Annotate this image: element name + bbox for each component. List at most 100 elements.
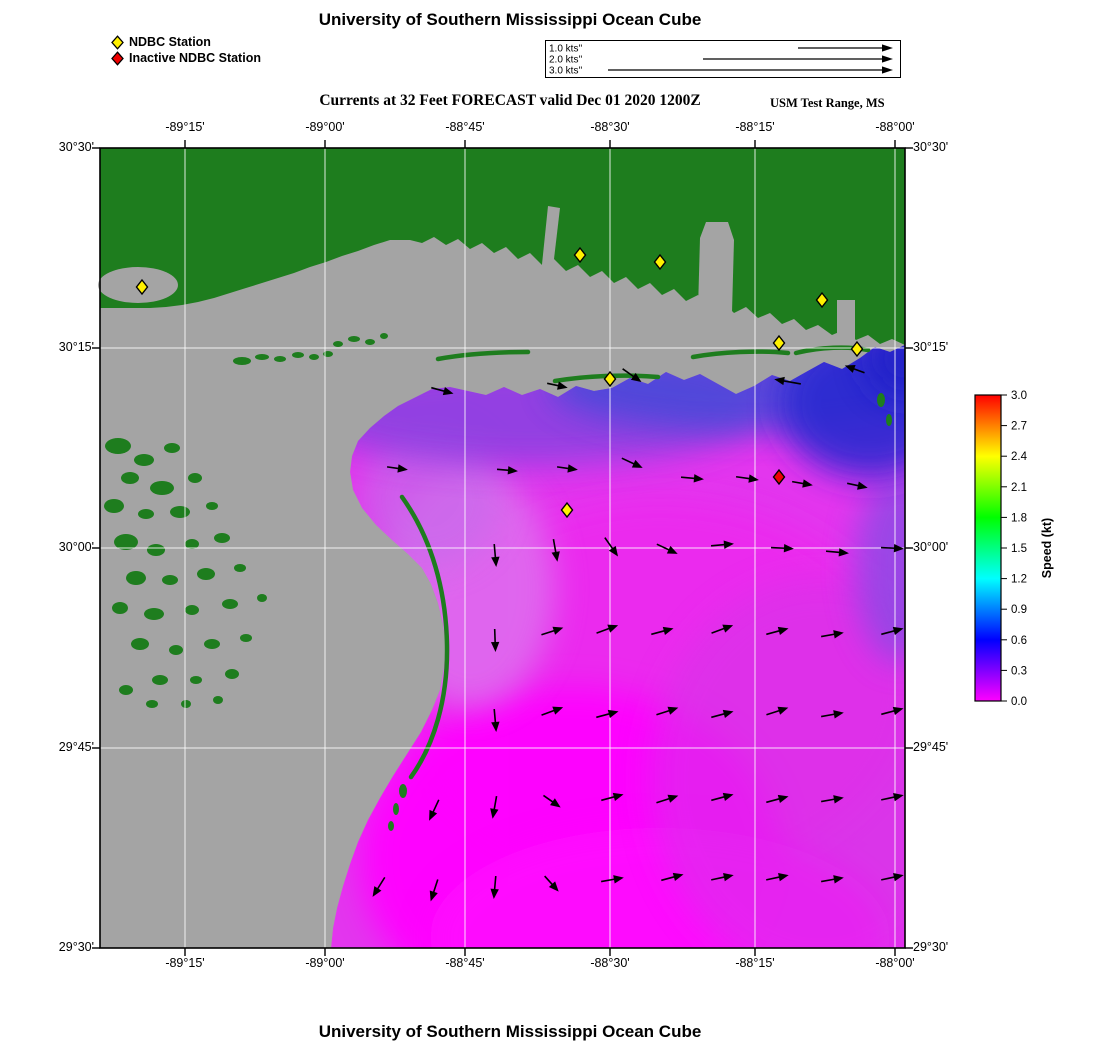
speed-field-blob [650, 578, 905, 948]
marsh-island [197, 568, 215, 580]
y-tick-label-left: 29°30' [58, 940, 94, 954]
current-vector-arrow [791, 479, 813, 488]
marsh-island [146, 700, 158, 708]
marsh-island [134, 454, 154, 466]
marsh-island [206, 502, 218, 510]
ndbc-station-marker [573, 246, 587, 264]
current-vector-arrow [651, 626, 674, 636]
current-vector-arrow [596, 709, 619, 719]
marsh-island [170, 506, 190, 518]
ndbc-station-marker [850, 340, 864, 358]
marsh-island [399, 784, 407, 798]
marsh-island [240, 634, 252, 642]
x-tick-label-bottom: -89°00' [305, 956, 345, 970]
x-tick-label-bottom: -88°30' [590, 956, 630, 970]
current-vector-arrow [622, 368, 642, 383]
marsh-island [152, 675, 168, 685]
x-tick-label-top: -88°30' [590, 120, 630, 134]
current-vector-arrow [881, 706, 904, 716]
current-vector-arrow [600, 875, 624, 884]
current-vector-arrow [490, 628, 500, 652]
marsh-island [114, 534, 138, 550]
current-vector-arrow [429, 879, 439, 902]
y-tick-label-right: 29°30' [913, 940, 949, 954]
colorbar-tick-label: 2.4 [1011, 451, 1028, 463]
current-vector-arrow [766, 873, 789, 882]
colorbar-tick-label: 3.0 [1011, 390, 1027, 402]
marsh-island [233, 357, 251, 365]
current-vector-arrow [556, 464, 578, 473]
current-vector-arrow [711, 792, 734, 802]
current-vector-arrow [881, 793, 904, 802]
marsh-island [185, 539, 199, 549]
current-vector-arrow [770, 544, 794, 553]
coastal-inlet [541, 206, 560, 276]
marsh-island [131, 638, 149, 650]
current-vector-arrow [490, 875, 499, 899]
marsh-island [222, 599, 238, 609]
marsh-island [104, 499, 124, 513]
current-vector-arrow [820, 875, 844, 884]
ndbc-station-marker [560, 501, 574, 519]
current-vector-arrow [881, 626, 904, 636]
legend-label: NDBC Station [129, 34, 211, 49]
current-speed-scale-box: 1.0 kts''2.0 kts''3.0 kts'' [545, 40, 901, 78]
ocean-current-speed-field [331, 345, 905, 948]
marsh-island [188, 473, 202, 483]
marsh-island [121, 472, 139, 484]
inactive-ndbc-station-marker [772, 468, 786, 486]
current-vector-arrow [820, 630, 844, 639]
x-tick-label-top: -88°15' [735, 120, 775, 134]
current-vector-arrow [656, 794, 679, 804]
colorbar-tick-label: 2.1 [1011, 482, 1027, 494]
current-vector-arrow [491, 543, 500, 567]
marsh-island [877, 393, 885, 407]
current-vector-arrow [604, 537, 619, 557]
current-vector-arrow [601, 792, 624, 802]
colorbar-tick-label: 1.2 [1011, 574, 1027, 586]
marsh-island [150, 481, 174, 495]
current-vector-arrow [656, 543, 678, 554]
current-vector-arrow [680, 474, 704, 483]
legend-item: NDBC Station [110, 34, 261, 50]
colorbar-gradient [974, 394, 1002, 702]
current-vector-arrow [774, 376, 801, 386]
speed-field-blob [855, 473, 905, 663]
marsh-island [333, 341, 343, 347]
marsh-island [162, 575, 178, 585]
marsh-island [388, 821, 394, 831]
current-vector-arrow [596, 624, 619, 634]
x-tick-label-bottom: -88°15' [735, 956, 775, 970]
current-vector-arrow [551, 538, 560, 562]
footer-title: University of Southern Mississippi Ocean… [318, 1022, 702, 1041]
inactive-station-diamond-icon [111, 50, 124, 66]
current-vector-arrow [661, 872, 684, 882]
colorbar-tick-label: 2.7 [1011, 421, 1027, 433]
station-legend: NDBC Station Inactive NDBC Station [110, 34, 261, 66]
x-tick-label-top: -88°45' [445, 120, 485, 134]
current-vector-arrow [544, 875, 559, 892]
current-vector-arrow [431, 386, 454, 396]
x-tick-label-bottom: -88°00' [875, 956, 915, 970]
y-tick-label-left: 30°15' [58, 340, 94, 354]
marsh-island [169, 645, 183, 655]
current-vector-arrow [541, 706, 564, 716]
station-diamond-icon [111, 34, 124, 50]
marsh-island [119, 685, 133, 695]
colorbar-tick-label: 0.3 [1011, 665, 1027, 677]
marsh-island [126, 571, 146, 585]
legend-item: Inactive NDBC Station [110, 50, 261, 66]
ndbc-station-marker [603, 370, 617, 388]
marsh-island [309, 354, 319, 360]
current-vector-arrow [880, 544, 904, 553]
barrier-island [690, 349, 791, 360]
ndbc-station-marker [135, 278, 149, 296]
marsh-island [886, 414, 892, 426]
current-vector-arrow [547, 381, 568, 390]
marsh-island [225, 669, 239, 679]
marsh-island [181, 700, 191, 708]
x-tick-label-top: -89°00' [305, 120, 345, 134]
y-tick-label-right: 30°30' [913, 140, 949, 154]
marsh-island [234, 564, 246, 572]
